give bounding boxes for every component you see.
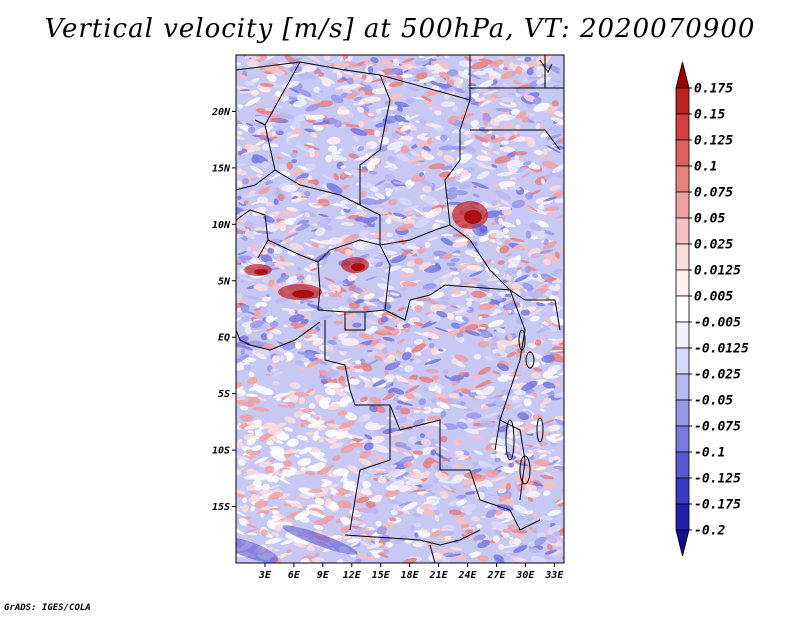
colorbar-segment xyxy=(675,61,690,89)
lat-label: 10S xyxy=(212,446,230,457)
colorbar-segment xyxy=(675,269,690,297)
lon-label: 21E xyxy=(429,570,449,581)
lon-label: 12E xyxy=(343,570,362,581)
colorbar-segment xyxy=(675,425,690,453)
lon-label: 6E xyxy=(288,570,301,581)
colorbar-label: 0.0125 xyxy=(694,264,741,279)
colorbar-label: 0.1 xyxy=(694,160,717,175)
lon-label: 3E xyxy=(258,570,272,581)
lat-label: EQ xyxy=(218,333,230,344)
colorbar-label: 0.175 xyxy=(694,82,733,97)
country-borders xyxy=(236,55,564,563)
colorbar-label: -0.025 xyxy=(694,368,741,383)
lat-label: 15S xyxy=(212,502,230,513)
colorbar-segment xyxy=(675,373,690,401)
colorbar-segment xyxy=(675,347,690,375)
colorbar-label: 0.025 xyxy=(694,238,733,253)
lat-label: 10N xyxy=(212,220,231,231)
lon-label: 15E xyxy=(372,570,391,581)
colorbar-segment xyxy=(675,243,690,271)
colorbar-label: -0.2 xyxy=(694,524,725,539)
grads-credit: GrADS: IGES/COLA xyxy=(4,603,91,613)
plot-frame xyxy=(235,54,565,564)
colorbar-label: 0.075 xyxy=(694,186,733,201)
colorbar-label: 0.05 xyxy=(694,212,725,227)
colorbar-label: -0.075 xyxy=(694,420,741,435)
colorbar-segment xyxy=(675,503,690,531)
colorbar-label: -0.0125 xyxy=(694,342,749,357)
lat-label: 15N xyxy=(212,163,231,174)
colorbar-segment xyxy=(675,321,690,349)
colorbar-segment xyxy=(675,87,690,115)
lon-label: 33E xyxy=(544,570,564,581)
lat-label: 5N xyxy=(218,276,231,287)
velocity-field xyxy=(236,55,564,563)
colorbar-segment xyxy=(675,113,690,141)
colorbar: 0.175 0.15 0.125 0.1 0.075 0.05 0.025 0.0125 0.0… xyxy=(675,61,749,557)
colorbar-label: -0.005 xyxy=(694,316,741,331)
colorbar-segment xyxy=(675,295,690,323)
colorbar-label: 0.005 xyxy=(694,290,733,305)
colorbar-segment xyxy=(675,139,690,167)
colorbar-label: -0.1 xyxy=(694,446,725,461)
colorbar-segment xyxy=(675,399,690,427)
colorbar-segment xyxy=(675,529,690,557)
colorbar-segment xyxy=(675,451,690,479)
colorbar-label: 0.15 xyxy=(694,108,725,123)
colorbar-segment xyxy=(675,217,690,245)
lon-label: 24E xyxy=(457,570,477,581)
lon-label: 30E xyxy=(515,570,535,581)
colorbar-segment xyxy=(675,191,690,219)
colorbar-label: -0.125 xyxy=(694,472,741,487)
colorbar-segment xyxy=(675,165,690,193)
chart-title: Vertical velocity [m/s] at 500hPa, VT: 2… xyxy=(44,14,756,44)
colorbar-segment xyxy=(675,477,690,505)
lat-label: 5S xyxy=(218,389,230,400)
lon-label: 27E xyxy=(486,570,506,581)
colorbar-label: -0.175 xyxy=(694,498,741,513)
lon-label: 18E xyxy=(401,570,420,581)
lat-label: 20N xyxy=(211,107,231,118)
colorbar-label: 0.125 xyxy=(694,134,733,149)
colorbar-label: -0.05 xyxy=(694,394,733,409)
lon-label: 9E xyxy=(317,570,330,581)
